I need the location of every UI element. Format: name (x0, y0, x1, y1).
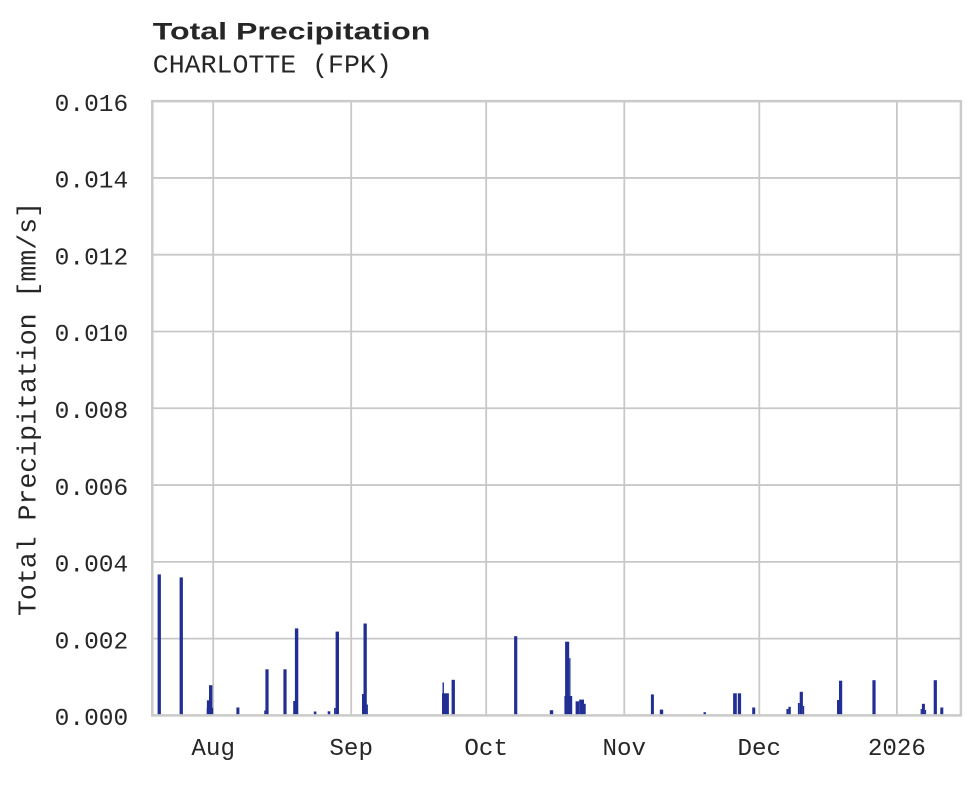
svg-text:Nov: Nov (603, 736, 647, 763)
svg-text:0.010: 0.010 (55, 322, 129, 349)
svg-text:0.002: 0.002 (55, 629, 129, 656)
svg-text:Total Precipitation [mm/s]: Total Precipitation [mm/s] (14, 202, 44, 616)
svg-text:Dec: Dec (738, 736, 782, 763)
svg-text:0.000: 0.000 (55, 706, 129, 733)
svg-text:0.012: 0.012 (55, 245, 129, 272)
svg-text:Aug: Aug (191, 736, 235, 763)
svg-text:0.016: 0.016 (55, 92, 129, 119)
svg-text:Oct: Oct (464, 736, 508, 763)
svg-text:0.014: 0.014 (55, 169, 129, 196)
svg-text:CHARLOTTE (FPK): CHARLOTTE (FPK) (153, 51, 392, 81)
svg-text:0.006: 0.006 (55, 476, 129, 503)
svg-text:0.008: 0.008 (55, 399, 129, 426)
svg-text:Sep: Sep (329, 736, 373, 763)
svg-text:Total Precipitation: Total Precipitation (153, 19, 431, 46)
svg-text:0.004: 0.004 (55, 553, 129, 580)
svg-text:2026: 2026 (868, 736, 926, 763)
